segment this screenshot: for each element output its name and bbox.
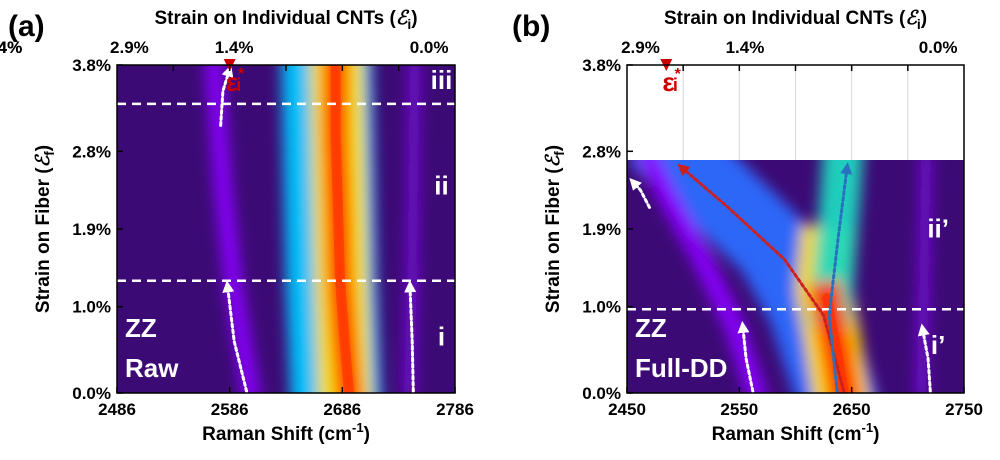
region-label: i’	[931, 330, 945, 360]
y-tick-label: 3.8%	[72, 56, 111, 75]
region-label: ii	[434, 170, 448, 200]
x-tick-label: 2650	[833, 400, 871, 419]
region-label: iii	[431, 65, 453, 95]
top-tick-label: 0.0%	[410, 38, 449, 57]
top-axis-label: Strain on Individual CNTs (ℰi)	[664, 7, 927, 32]
heatmap-field	[117, 65, 455, 393]
y-tick-label: 1.0%	[72, 298, 111, 317]
top-axis-label-symbol: ℰ	[905, 7, 919, 29]
top-axis-label-tail: )	[411, 8, 417, 29]
y-axis-label-symbol: ℰ	[32, 153, 54, 167]
trend-arrow	[629, 177, 651, 209]
ridge-wing-left	[638, 159, 767, 393]
y-tick-label: 0.0%	[72, 384, 111, 403]
trend-arrow	[737, 320, 755, 393]
trend-arrow	[827, 162, 853, 393]
x-tick-label: 2586	[211, 400, 249, 419]
x-axis-label-tail: )	[873, 424, 879, 445]
y-axis-label-text: Strain on Fiber (	[33, 167, 54, 313]
region-label: ii’	[927, 214, 949, 244]
corner-label: ZZ	[125, 313, 157, 343]
region-label: i	[438, 322, 445, 352]
x-axis-label: Raman Shift (cm-1)	[712, 420, 880, 445]
ridge-wing-left	[204, 65, 261, 393]
x-axis-label-sup: -1	[352, 420, 364, 435]
panel-label: (b)	[512, 10, 550, 43]
y-axis-label-tail: )	[33, 145, 54, 151]
x-tick-label: 2450	[608, 400, 646, 419]
top-axis-label-symbol: ℰ	[396, 7, 410, 29]
y-axis-label: Strain on Fiber (ℰf)	[542, 145, 567, 313]
critical-strain-sup: *	[675, 66, 682, 83]
trend-arrow	[222, 280, 249, 393]
x-axis-label-sup: -1	[862, 420, 874, 435]
y-tick-label: 1.9%	[582, 220, 621, 239]
y-axis-label-text: Strain on Fiber (	[543, 167, 564, 313]
corner-label: Full-DD	[635, 353, 727, 383]
top-axis-label-tail: )	[921, 8, 927, 29]
critical-strain-label: ε* i	[226, 66, 245, 97]
ridge-core	[330, 65, 355, 393]
x-axis-label-tail: )	[364, 424, 370, 445]
y-tick-label: 0.0%	[582, 384, 621, 403]
y-axis-label-sub: f	[551, 151, 567, 156]
critical-strain-sup: *	[238, 66, 245, 83]
x-tick-label: 2750	[945, 400, 983, 419]
y-tick-label: 3.8%	[582, 56, 621, 75]
y-tick-label: 1.0%	[582, 298, 621, 317]
top-tick-label: 2.9%	[110, 38, 149, 57]
critical-strain-sub: i	[236, 75, 241, 95]
x-tick-label: 2786	[436, 400, 474, 419]
y-axis-label-sub: f	[41, 151, 57, 156]
trend-arrow	[917, 323, 932, 393]
critical-strain-symbol: ε	[226, 67, 238, 97]
top-axis-label-sub: i	[407, 16, 411, 32]
y-axis-label-symbol: ℰ	[542, 153, 564, 167]
corner-label: Raw	[125, 353, 179, 383]
top-axis-label-sub: i	[917, 16, 921, 32]
top-tick-label: 1.4%	[215, 38, 254, 57]
ridge-wing-right	[915, 159, 932, 393]
critical-strain-symbol: ε	[662, 67, 674, 97]
y-tick-label: 2.8%	[72, 142, 111, 161]
critical-strain-sub: i	[673, 75, 678, 95]
x-tick-label: 2686	[323, 400, 361, 419]
corner-label: ZZ	[635, 313, 667, 343]
top-tick-label: 1.4%	[726, 38, 765, 57]
top-axis-label: Strain on Individual CNTs (ℰi)	[154, 7, 417, 32]
top-axis-label-text: Strain on Individual CNTs (	[664, 8, 906, 29]
y-axis-label-tail: )	[543, 145, 564, 151]
y-tick-label: 1.9%	[72, 220, 111, 239]
y-tick-label: 2.8%	[582, 142, 621, 161]
x-axis-label-text: Raman Shift (cm	[202, 424, 352, 445]
x-tick-label: 2550	[720, 400, 758, 419]
top-tick-label: 0.0%	[919, 38, 958, 57]
top-axis-label-text: Strain on Individual CNTs (	[154, 8, 396, 29]
panel-label: (a)	[8, 10, 45, 43]
x-axis-label: Raman Shift (cm-1)	[202, 420, 370, 445]
top-tick-label: 2.9%	[621, 38, 660, 57]
x-tick-label: 2486	[98, 400, 136, 419]
top-tick-label: -1.4%	[0, 38, 22, 57]
top-tick-label: -1.4%	[0, 38, 22, 57]
trend-arrow	[219, 64, 234, 127]
critical-strain-label: ε* i	[662, 66, 681, 97]
trend-arrow	[404, 280, 417, 393]
y-axis-label: Strain on Fiber (ℰf)	[32, 145, 57, 313]
x-axis-label-text: Raman Shift (cm	[712, 424, 862, 445]
